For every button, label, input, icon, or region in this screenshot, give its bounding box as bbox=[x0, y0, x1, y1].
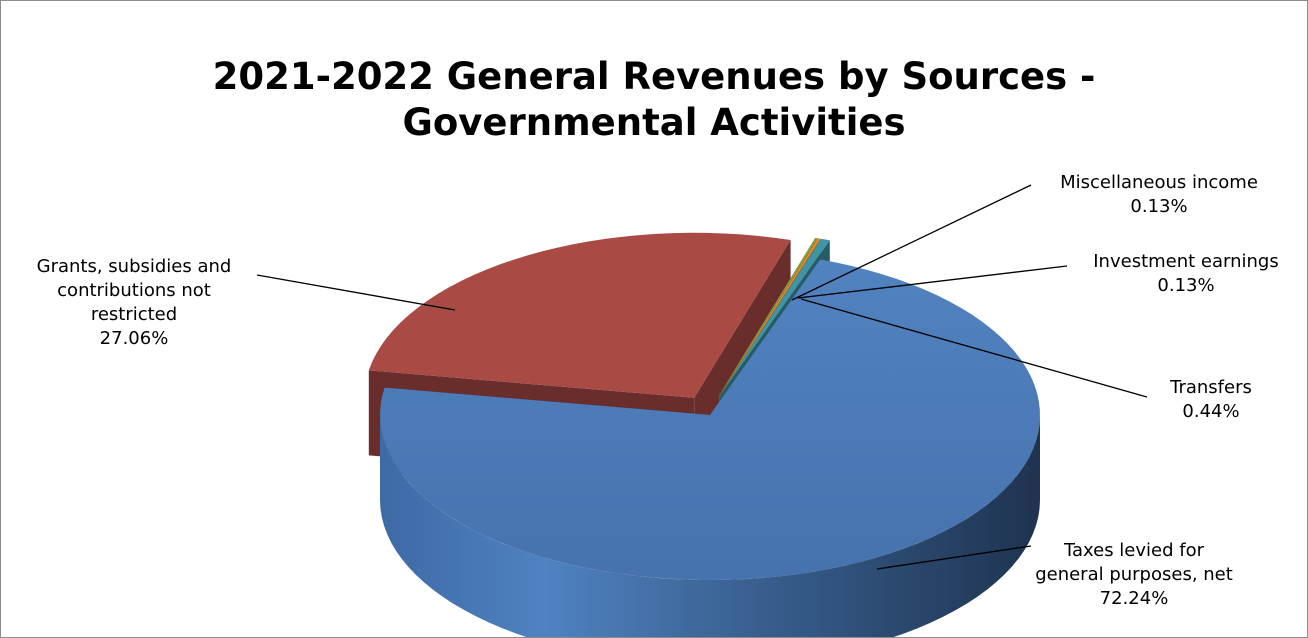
slice-top-face bbox=[718, 237, 818, 396]
slice-data-label: Transfers 0.44% bbox=[1169, 377, 1252, 422]
slice-category-label: contributions not bbox=[57, 280, 211, 301]
leader-line bbox=[791, 184, 1032, 301]
leader-line bbox=[800, 298, 1148, 398]
slice-top-face bbox=[719, 238, 821, 396]
slice-category-label: general purposes, net bbox=[1035, 564, 1233, 585]
slice-value-label: 27.06% bbox=[100, 328, 169, 349]
slice-value-label: 0.44% bbox=[1182, 401, 1239, 422]
slice-value-label: 0.13% bbox=[1130, 196, 1187, 217]
slice-category-label: Investment earnings bbox=[1093, 251, 1278, 272]
leader-line bbox=[256, 274, 456, 311]
slice-category-label: Taxes levied for bbox=[1063, 540, 1205, 561]
slice-top-face bbox=[368, 232, 791, 398]
leader-line bbox=[797, 265, 1068, 299]
slice-data-label: Grants, subsidies and contributions not re… bbox=[37, 256, 232, 349]
chart-title-line-2: Governmental Activities bbox=[402, 101, 905, 144]
slice-category-label: Grants, subsidies and bbox=[37, 256, 232, 277]
slice-top-face bbox=[719, 238, 830, 396]
slice-value-label: 0.13% bbox=[1157, 275, 1214, 296]
slice-category-label: restricted bbox=[91, 304, 177, 325]
pie-slice bbox=[380, 259, 1040, 637]
slice-category-label: Transfers bbox=[1169, 377, 1252, 398]
leader-line bbox=[876, 545, 1032, 570]
chart-title-line-1: 2021-2022 General Revenues by Sources - bbox=[213, 55, 1096, 98]
slice-data-label: Taxes levied for general purposes, net 72.… bbox=[1035, 540, 1233, 609]
slice-data-label: Miscellaneous income 0.13% bbox=[1060, 172, 1258, 217]
slice-value-label: 72.24% bbox=[1100, 588, 1169, 609]
chart-title: 2021-2022 General Revenues by Sources - … bbox=[213, 55, 1096, 144]
slice-top-face bbox=[380, 259, 1040, 580]
slice-side-face bbox=[380, 415, 1040, 637]
slice-data-label: Investment earnings 0.13% bbox=[1093, 251, 1278, 296]
slice-category-label: Miscellaneous income bbox=[1060, 172, 1258, 193]
